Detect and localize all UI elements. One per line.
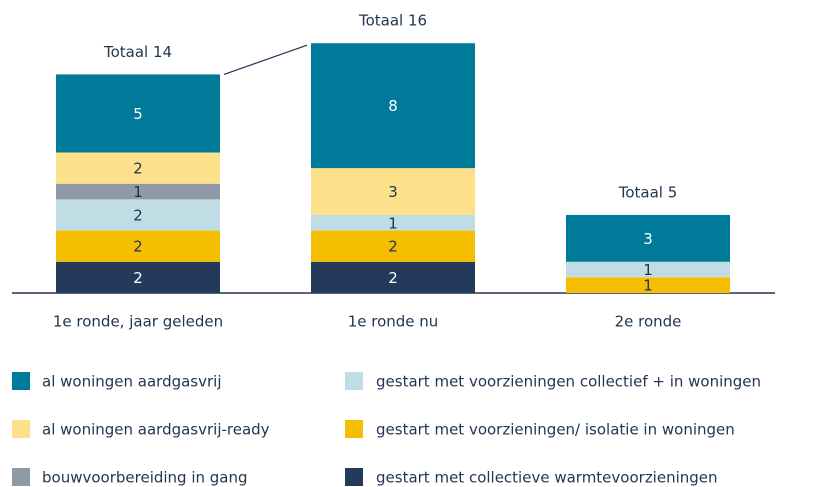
bar-segment: [311, 261, 475, 293]
legend-label: gestart met voorzieningen/ isolatie in w…: [376, 421, 735, 439]
bar-segment: [56, 74, 220, 153]
x-tick-label: 1e ronde, jaar geleden: [53, 313, 223, 331]
x-tick-label: 2e ronde: [615, 313, 682, 331]
bar-segment: [311, 43, 475, 169]
value-label: 3: [643, 230, 653, 248]
legend-swatch: [345, 372, 363, 390]
total-label: Totaal 5: [618, 183, 678, 201]
value-label: 1: [643, 261, 653, 279]
value-label: 1: [133, 183, 143, 201]
total-label: Totaal 14: [103, 43, 172, 61]
bar-segment: [566, 277, 730, 293]
bar-segment: [56, 261, 220, 293]
bar-segment: [56, 152, 220, 184]
x-tick-label: 1e ronde nu: [348, 313, 439, 331]
value-label: 3: [388, 183, 398, 201]
value-label: 2: [388, 238, 398, 256]
bar-segment: [311, 168, 475, 215]
bar-segment: [56, 230, 220, 262]
legend-swatch: [345, 420, 363, 438]
bar-segment: [566, 261, 730, 278]
connector: [223, 44, 308, 76]
value-label: 2: [388, 269, 398, 287]
value-label: 2: [133, 269, 143, 287]
legend-label: gestart met collectieve warmtevoorzienin…: [376, 469, 718, 487]
total-label: Totaal 16: [358, 12, 427, 30]
legend-label: al woningen aardgasvrij: [42, 373, 222, 391]
bar-segment: [311, 214, 475, 231]
value-label: 5: [133, 105, 143, 123]
value-label: 2: [133, 206, 143, 224]
legend-swatch: [12, 468, 30, 486]
legend-label: al woningen aardgasvrij-ready: [42, 421, 270, 439]
legend-label: bouwvoorbereiding in gang: [42, 469, 248, 487]
value-label: 1: [388, 214, 398, 232]
bar-segment: [56, 199, 220, 231]
value-label: 2: [133, 160, 143, 178]
bar-segment: [56, 183, 220, 200]
legend-label: gestart met voorzieningen collectief + i…: [376, 373, 761, 391]
legend-swatch: [12, 420, 30, 438]
value-label: 2: [133, 238, 143, 256]
value-label: 1: [643, 277, 653, 295]
legend-swatch: [345, 468, 363, 486]
legend-swatch: [12, 372, 30, 390]
bar-segment: [566, 214, 730, 262]
bar-segment: [311, 230, 475, 262]
value-label: 8: [388, 97, 398, 115]
